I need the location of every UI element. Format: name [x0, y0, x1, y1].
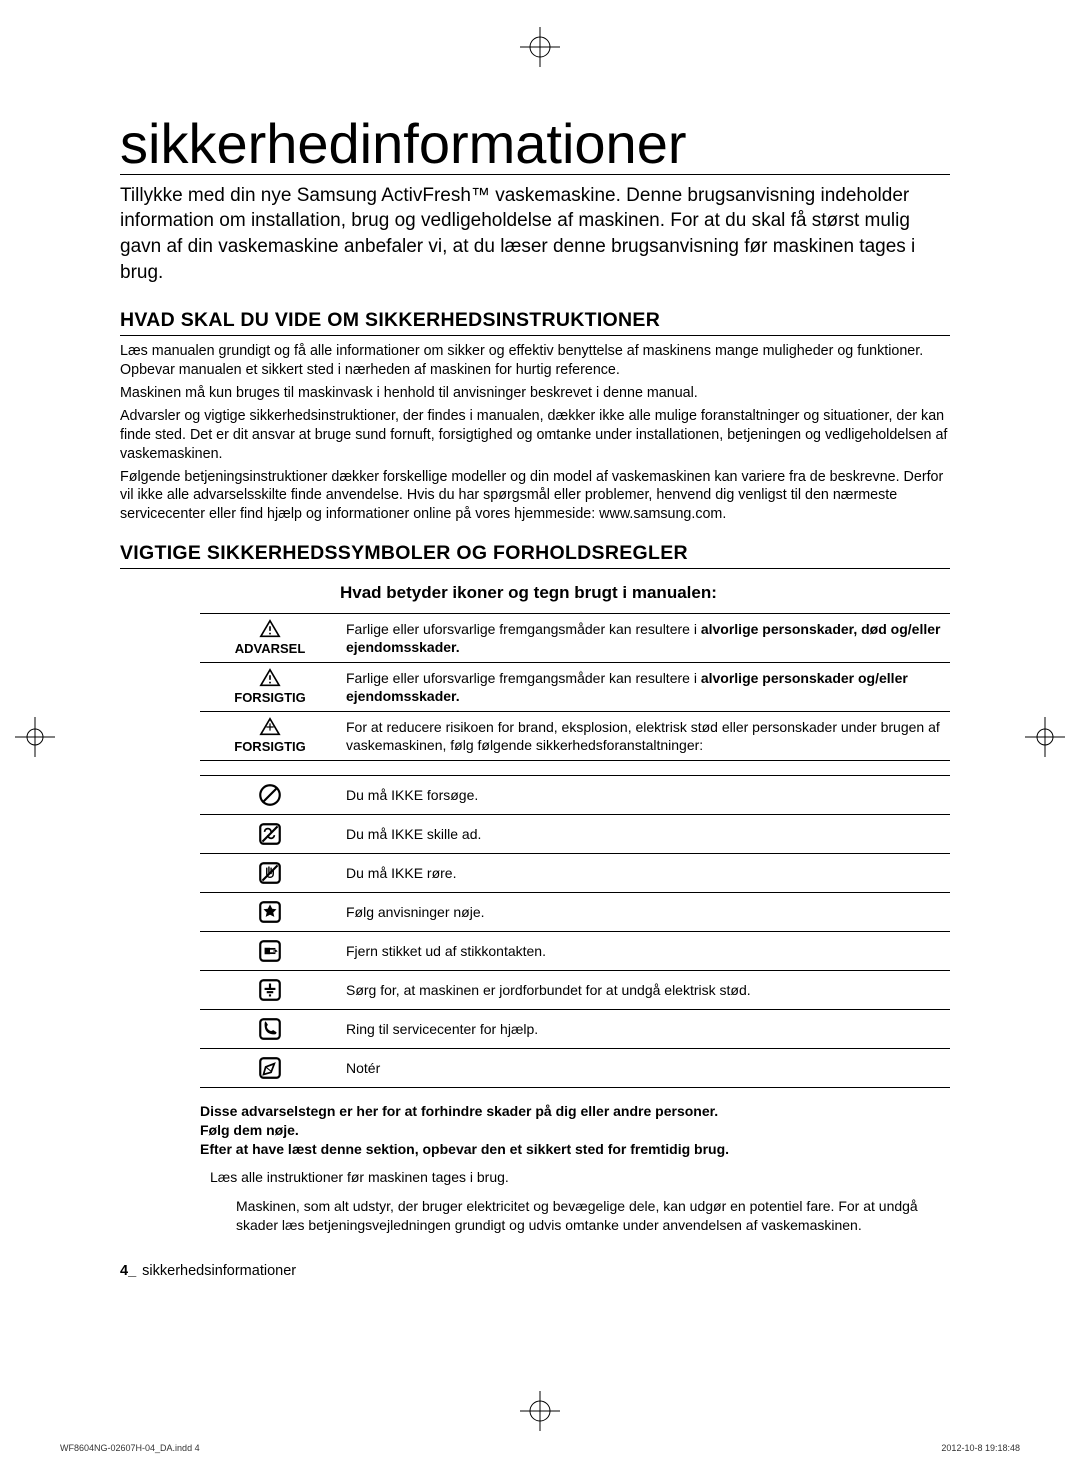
icon-meaning-row: Følg anvisninger nøje.: [200, 892, 950, 931]
section-1-p4: Følgende betjeningsinstruktioner dækker …: [120, 468, 950, 525]
icon-meaning-row: Du må IKKE skille ad.: [200, 814, 950, 853]
warning-label: FORSIGTIG: [234, 739, 306, 754]
icon-cell: [200, 1009, 340, 1048]
icon-cell: [200, 1048, 340, 1087]
footer-block: Disse advarselstegn er her for at forhin…: [200, 1102, 950, 1235]
icon-meaning-row: Du må IKKE røre.: [200, 853, 950, 892]
icon-cell: [200, 892, 340, 931]
page-number: 4_: [120, 1263, 136, 1279]
meta-timestamp: 2012-10-8 19:18:48: [941, 1443, 1020, 1453]
icon-meaning-text: Ring til servicecenter for hjælp.: [340, 1009, 950, 1048]
crop-mark-right: [1025, 717, 1065, 757]
icon-cell: [200, 775, 340, 814]
warning-icon: [259, 618, 281, 640]
warning-text-cell: For at reducere risikoen for brand, eksp…: [340, 711, 950, 760]
note-icon: [257, 1055, 283, 1081]
footer-bold-2: Følg dem nøje.: [200, 1121, 950, 1140]
icon-cell: [200, 970, 340, 1009]
warning-label: ADVARSEL: [235, 641, 306, 656]
footer-line-2: Maskinen, som alt udstyr, der bruger ele…: [236, 1197, 950, 1235]
warning-label-cell: ADVARSEL: [200, 614, 340, 663]
icon-meaning-row: Ring til servicecenter for hjælp.: [200, 1009, 950, 1048]
warning-text-cell: Farlige eller uforsvarlige fremgangsmåde…: [340, 662, 950, 711]
page-footer: 4_ sikkerhedsinformationer: [120, 1263, 950, 1279]
warning-icon: [259, 667, 281, 689]
icon-meaning-row: Du må IKKE forsøge.: [200, 775, 950, 814]
icon-meaning-row: Notér: [200, 1048, 950, 1087]
call-icon: [257, 1016, 283, 1042]
page-footer-label: sikkerhedsinformationer: [138, 1263, 296, 1279]
section-2-heading: VIGTIGE SIKKERHEDSSYMBOLER OG FORHOLDSRE…: [120, 542, 950, 569]
icon-meaning-text: Fjern stikket ud af stikkontakten.: [340, 931, 950, 970]
warning-label: FORSIGTIG: [234, 690, 306, 705]
no-attempt-icon: [257, 782, 283, 808]
warning-text-cell: Farlige eller uforsvarlige fremgangsmåde…: [340, 614, 950, 663]
follow-icon: [260, 902, 280, 922]
caution-icon: [259, 716, 281, 738]
section-1-p1: Læs manualen grundigt og få alle informa…: [120, 342, 950, 380]
icon-meaning-text: Du må IKKE forsøge.: [340, 775, 950, 814]
icon-meaning-text: Notér: [340, 1048, 950, 1087]
warning-label-cell: FORSIGTIG: [200, 662, 340, 711]
icon-meaning-table: Du må IKKE forsøge.Du må IKKE skille ad.…: [200, 775, 950, 1088]
no-disassemble-icon: [257, 821, 283, 847]
icon-cell: [200, 814, 340, 853]
print-metadata: WF8604NG-02607H-04_DA.indd 4 2012-10-8 1…: [60, 1443, 1020, 1453]
crop-mark-bottom: [520, 1391, 560, 1431]
meta-file: WF8604NG-02607H-04_DA.indd 4: [60, 1443, 200, 1453]
icon-meaning-text: Følg anvisninger nøje.: [340, 892, 950, 931]
unplug-icon: [257, 938, 283, 964]
warning-table: ADVARSEL Farlige eller uforsvarlige fremg…: [200, 613, 950, 761]
icon-cell: [200, 931, 340, 970]
footer-line-1: Læs alle instruktioner før maskinen tage…: [210, 1168, 950, 1187]
footer-bold-3: Efter at have læst denne sektion, opbeva…: [200, 1140, 950, 1159]
section-1-p3: Advarsler og vigtige sikkerhedsinstrukti…: [120, 407, 950, 464]
icon-meaning-text: Du må IKKE røre.: [340, 853, 950, 892]
follow-icon: [257, 899, 283, 925]
icon-meaning-row: Fjern stikket ud af stikkontakten.: [200, 931, 950, 970]
ground-icon: [257, 977, 283, 1003]
intro-paragraph: Tillykke med din nye Samsung ActivFresh™…: [120, 183, 950, 286]
icon-cell: [200, 853, 340, 892]
warning-label-cell: FORSIGTIG: [200, 711, 340, 760]
page-title: sikkerhedinformationer: [120, 115, 950, 175]
warning-row: ADVARSEL Farlige eller uforsvarlige fremg…: [200, 614, 950, 663]
no-touch-icon: [257, 860, 283, 886]
warning-row: FORSIGTIG For at reducere risikoen for br…: [200, 711, 950, 760]
icon-meaning-text: Du må IKKE skille ad.: [340, 814, 950, 853]
crop-mark-left: [15, 717, 55, 757]
section-1-p2: Maskinen må kun bruges til maskinvask i …: [120, 384, 950, 403]
section-2-subheading: Hvad betyder ikoner og tegn brugt i manu…: [340, 583, 950, 603]
icon-meaning-row: Sørg for, at maskinen er jordforbundet f…: [200, 970, 950, 1009]
icon-meaning-text: Sørg for, at maskinen er jordforbundet f…: [340, 970, 950, 1009]
warning-row: FORSIGTIG Farlige eller uforsvarlige frem…: [200, 662, 950, 711]
footer-bold-1: Disse advarselstegn er her for at forhin…: [200, 1102, 950, 1121]
section-1-heading: HVAD SKAL DU VIDE OM SIKKERHEDSINSTRUKTI…: [120, 309, 950, 336]
